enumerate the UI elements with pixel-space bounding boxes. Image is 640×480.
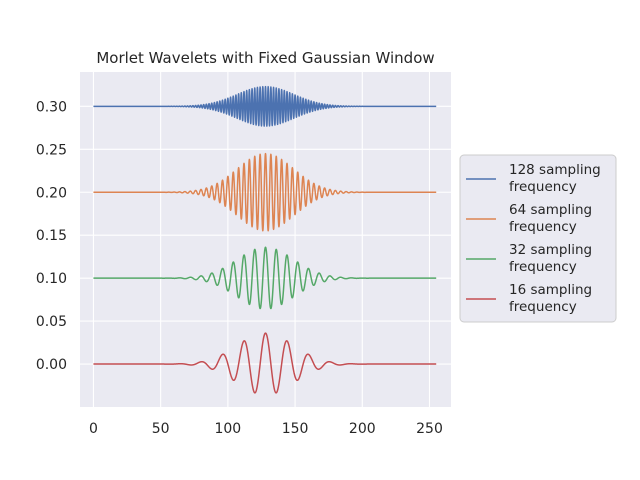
series-line <box>92 332 437 394</box>
chart-title: Morlet Wavelets with Fixed Gaussian Wind… <box>96 49 434 67</box>
y-tick-label: 0.20 <box>36 185 67 201</box>
y-tick-label: 0.05 <box>36 314 67 330</box>
series-line <box>92 246 437 310</box>
legend-box <box>459 154 617 323</box>
y-tick-label: 0.00 <box>36 357 67 373</box>
x-tick-label: 50 <box>152 421 170 437</box>
y-tick-label: 0.15 <box>36 228 67 244</box>
x-axis: 0 50 100 150 200 250 <box>89 421 443 437</box>
plot-area <box>80 72 451 407</box>
series-group <box>92 85 437 394</box>
series-line <box>92 152 437 232</box>
x-tick-label: 0 <box>89 421 98 437</box>
legend-label: 16 sampling frequency <box>509 282 592 315</box>
y-tick-label: 0.30 <box>36 99 67 115</box>
y-tick-label: 0.10 <box>36 271 67 287</box>
y-axis: 0.00 0.05 0.10 0.15 0.20 0.25 0.30 <box>36 99 67 373</box>
legend-label: 64 sampling frequency <box>509 202 592 235</box>
x-tick-label: 100 <box>214 421 241 437</box>
y-tick-label: 0.25 <box>36 142 67 158</box>
legend-label: 128 sampling frequency <box>509 162 601 195</box>
x-tick-label: 150 <box>282 421 309 437</box>
x-tick-label: 250 <box>416 421 443 437</box>
series-line <box>92 85 437 127</box>
x-tick-label: 200 <box>349 421 376 437</box>
legend-label: 32 sampling frequency <box>509 242 592 275</box>
legend: 128 sampling frequency 64 sampling frequenc… <box>459 154 617 323</box>
